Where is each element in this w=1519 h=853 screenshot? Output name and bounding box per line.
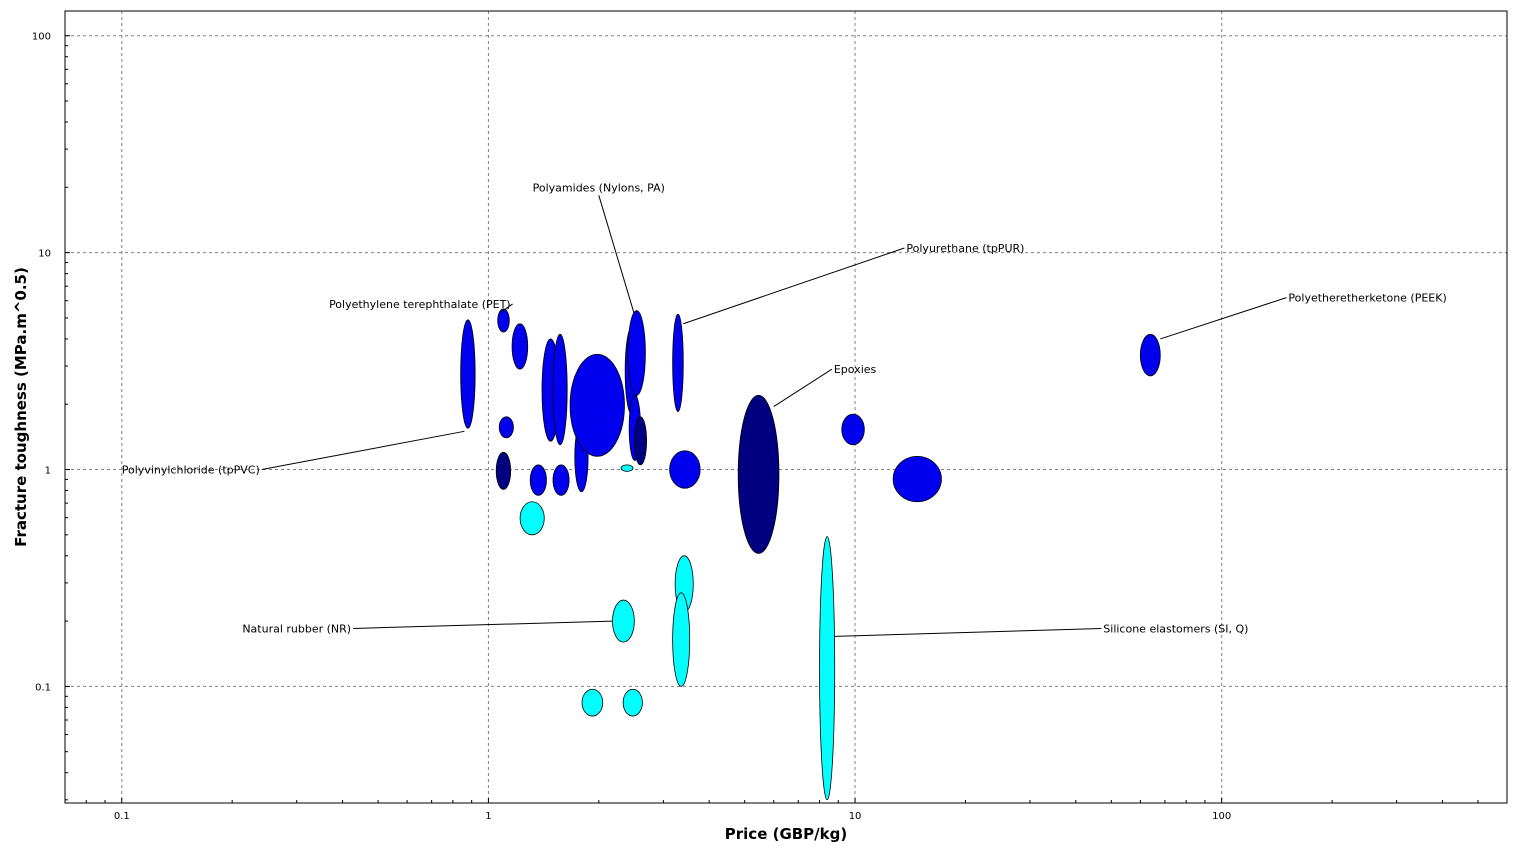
x-tick-label: 10 [849, 811, 862, 822]
leader-line [683, 247, 905, 325]
material-bubble [669, 450, 701, 489]
leader-line [598, 195, 635, 315]
material-bubble [1139, 333, 1161, 377]
y-tick-label: 0.1 [35, 682, 51, 693]
material-bubble [627, 310, 646, 396]
y-tick-label: 100 [32, 32, 51, 43]
y-tick-label: 1 [45, 466, 51, 477]
leader-line [353, 620, 613, 629]
material-bubble [569, 353, 625, 457]
material-bubble [511, 323, 529, 370]
material-bubble [841, 413, 865, 446]
material-bubble [552, 464, 570, 496]
annotation-label: Polyetheretherketone (PEEK) [1288, 292, 1446, 305]
material-bubble [581, 688, 604, 717]
material-bubble [672, 313, 684, 412]
annotation-label: Natural rubber (NR) [242, 622, 351, 635]
leader-lines [261, 195, 1287, 637]
leader-line [773, 368, 833, 408]
leader-line [500, 303, 513, 313]
leader-line [834, 627, 1102, 637]
material-bubble [519, 501, 545, 536]
material-bubble [495, 451, 512, 490]
material-bubble [892, 455, 942, 503]
leader-line [261, 430, 465, 470]
material-bubble [672, 592, 691, 687]
material-bubble [529, 464, 547, 496]
plot-frame [64, 10, 1508, 804]
grid-lines [65, 11, 1507, 803]
y-axis-label: Fracture toughness (MPa.m^0.5) [12, 267, 30, 547]
bubble-layer [460, 308, 1161, 801]
material-bubble [552, 333, 568, 446]
annotation-label: Epoxies [834, 363, 877, 376]
y-tick-label: 10 [38, 249, 51, 260]
material-bubble [622, 688, 643, 717]
x-axis-label: Price (GBP/kg) [725, 825, 847, 843]
material-bubble [498, 416, 514, 439]
material-bubble [460, 319, 476, 429]
material-bubble [497, 308, 510, 333]
material-bubble [620, 464, 634, 472]
material-bubble [737, 394, 780, 554]
annotation-label: Silicone elastomers (SI, Q) [1103, 622, 1248, 635]
material-bubble [633, 416, 647, 466]
x-tick-label: 1 [485, 811, 491, 822]
annotation-labels: Polyamides (Nylons, PA) Polyurethane (tpP… [122, 181, 1447, 635]
x-tick-label: 100 [1212, 811, 1231, 822]
annotation-label: Polyurethane (tpPUR) [906, 242, 1024, 255]
leader-line [1160, 297, 1287, 340]
x-tick-label: 0.1 [114, 811, 130, 822]
annotation-label: Polyvinylchloride (tpPVC) [122, 464, 260, 477]
axis-ticks: 0.1 1 10 100 0.1 1 10 100 [32, 32, 1508, 822]
annotation-label: Polyamides (Nylons, PA) [533, 181, 665, 194]
material-bubble [612, 599, 635, 643]
annotation-label: Polyethylene terephthalate (PET) [329, 298, 511, 311]
material-bubble [819, 536, 836, 801]
